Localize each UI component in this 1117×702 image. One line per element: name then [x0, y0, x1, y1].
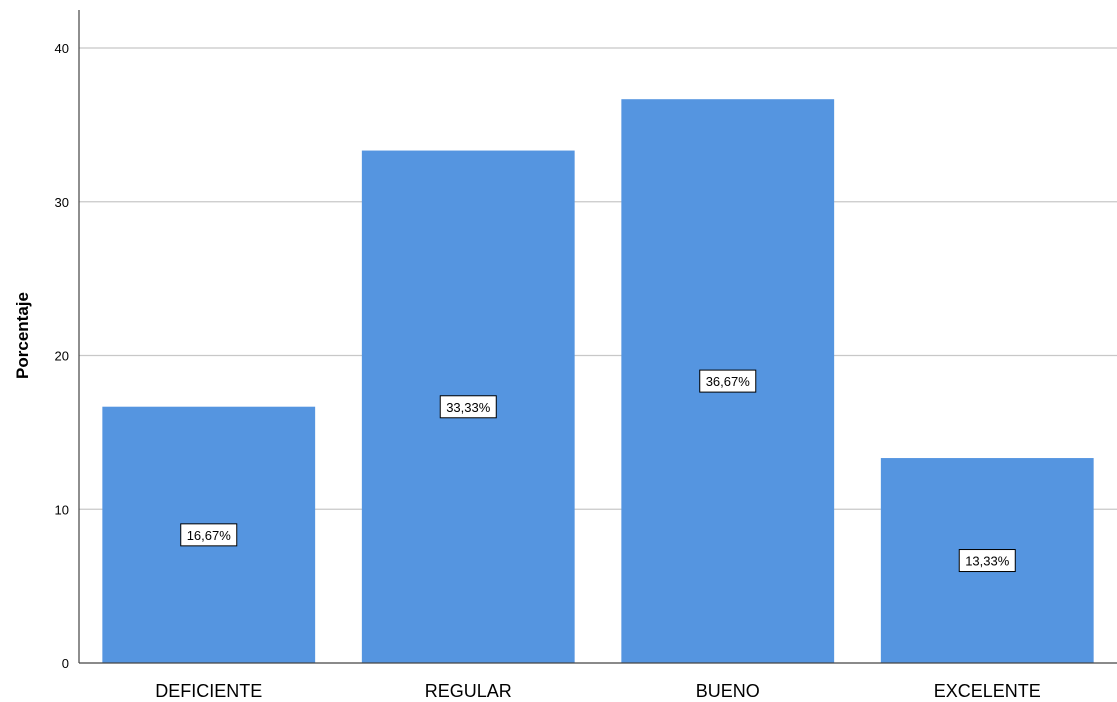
- x-tick-label: REGULAR: [425, 681, 512, 701]
- x-tick-label: EXCELENTE: [934, 681, 1041, 701]
- y-tick-label: 20: [55, 349, 69, 364]
- data-label-box: [958, 549, 1016, 573]
- data-label-box: [439, 395, 497, 419]
- y-tick-label: 30: [55, 195, 69, 210]
- y-tick-label: 0: [62, 656, 69, 671]
- y-tick-labels: 0 10 20 30 40: [55, 41, 69, 671]
- y-axis-title: Porcentaje: [13, 292, 32, 379]
- data-label: 33,33%: [446, 400, 491, 415]
- data-label-box: [699, 369, 757, 393]
- data-label: 13,33%: [965, 554, 1010, 569]
- bars: [102, 99, 1094, 664]
- y-tick-label: 40: [55, 41, 69, 56]
- x-tick-label: DEFICIENTE: [155, 681, 262, 701]
- data-label-box: [180, 523, 238, 547]
- axes: [78, 10, 1117, 664]
- data-labels: 16,67% 33,33% 36,67% 13,33%: [180, 369, 1016, 573]
- y-tick-label: 10: [55, 502, 69, 517]
- data-label: 16,67%: [187, 528, 232, 543]
- data-label: 36,67%: [706, 374, 751, 389]
- x-tick-label: BUENO: [696, 681, 760, 701]
- x-tick-labels: DEFICIENTE REGULAR BUENO EXCELENTE: [155, 681, 1041, 701]
